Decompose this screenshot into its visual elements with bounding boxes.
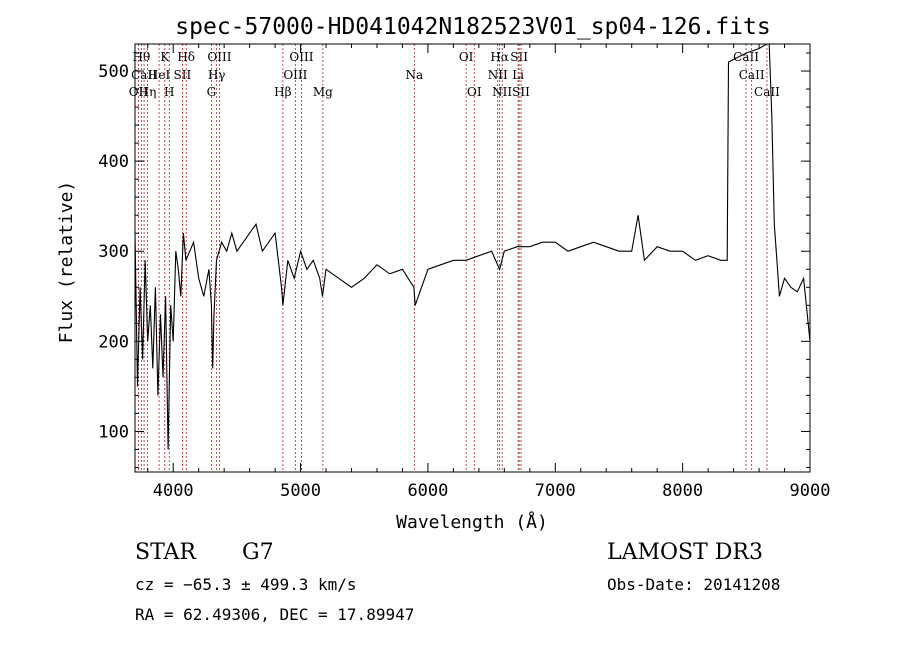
- x-tick-label: 7000: [535, 481, 576, 501]
- survey-name: LAMOST DR3: [607, 540, 763, 565]
- line-label: H: [164, 85, 174, 99]
- line-label: CaII: [754, 85, 780, 99]
- x-tick-label: 8000: [662, 481, 703, 501]
- x-tick-label: 4000: [153, 481, 194, 501]
- line-label: K: [160, 50, 170, 64]
- line-label: Hα: [490, 50, 509, 64]
- line-label: SII: [512, 85, 530, 99]
- plot-frame: [134, 43, 811, 473]
- line-label: OI: [467, 85, 482, 99]
- redshift-readout: cz = −65.3 ± 499.3 km/s: [135, 575, 357, 594]
- line-label: SII: [174, 68, 192, 82]
- object-subclass: G7: [242, 540, 274, 565]
- y-axis-label: Flux (relative): [56, 181, 77, 344]
- line-label: NII: [492, 85, 512, 99]
- x-tick-label: 6000: [407, 481, 448, 501]
- y-tick-label: 400: [98, 152, 129, 172]
- chart-title: spec-57000-HD041042N182523V01_sp04-126.f…: [175, 14, 770, 40]
- object-class: STAR: [135, 540, 196, 565]
- line-label: Na: [405, 68, 423, 82]
- spectrum-series: [135, 44, 810, 450]
- line-label: Hδ: [177, 50, 195, 64]
- line-label: Hη: [139, 85, 157, 99]
- line-label: NII: [488, 68, 508, 82]
- axis-ticks: 4000 5000 6000 7000 8000 9000 100 200 300 400 500: [98, 44, 830, 501]
- line-label: CaII: [739, 68, 765, 82]
- line-label: OII: [129, 85, 149, 99]
- line-label: CaII: [733, 50, 759, 64]
- x-axis-label: Wavelength (Å): [396, 511, 548, 533]
- line-label: OI: [459, 50, 474, 64]
- spectrum-line: [135, 44, 810, 450]
- y-tick-label: 300: [98, 242, 129, 262]
- coordinates-readout: RA = 62.49306, DEC = 17.89947: [135, 605, 415, 624]
- line-label: Li: [512, 68, 524, 82]
- line-label: Hβ: [274, 85, 291, 99]
- line-label: Mg: [313, 85, 333, 99]
- y-tick-label: 100: [98, 422, 129, 442]
- observation-date: Obs-Date: 20141208: [607, 575, 781, 594]
- line-label: OIII: [283, 68, 307, 82]
- line-label: OIII: [207, 50, 231, 64]
- line-label: Hγ: [208, 68, 226, 82]
- line-label: HeI: [148, 68, 171, 82]
- x-tick-label: 9000: [790, 481, 831, 501]
- line-label: SII: [510, 50, 528, 64]
- line-label: G: [207, 85, 217, 99]
- line-label: OIII: [289, 50, 313, 64]
- x-tick-label: 5000: [280, 481, 321, 501]
- y-tick-label: 200: [98, 332, 129, 352]
- y-tick-label: 500: [98, 62, 129, 82]
- emission-line-markers: OIIHθCaIIHηHeIKHSIIHδGHγOIIIHβOIIIOIIIMg…: [129, 44, 780, 472]
